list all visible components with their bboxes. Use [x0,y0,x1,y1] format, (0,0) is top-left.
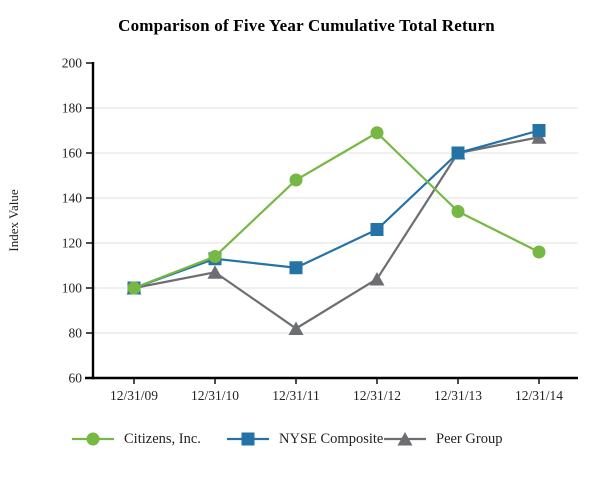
series-peer-group [126,130,547,335]
nyse-composite-marker-icon [370,223,384,236]
citizens-inc-marker-icon [532,245,546,259]
y-tick-label: 120 [62,236,83,251]
citizens-inc-marker-icon [370,126,384,140]
legend-item-peer-group: Peer Group [383,429,502,449]
y-axis-title: Index Value [6,189,21,251]
series-citizens-inc-line [133,131,540,290]
y-tick-label: 140 [62,191,83,206]
legend-label: Peer Group [436,430,503,447]
x-tick-label: 12/31/11 [272,388,320,403]
legend-marker-shape [241,432,255,446]
citizens-inc-marker-icon [289,173,303,187]
y-tick-label: 200 [62,56,83,71]
x-tick-label: 12/31/14 [515,388,563,403]
x-tick-label: 12/31/12 [353,388,401,403]
legend-marker-shape [86,432,100,446]
peer-group-marker-icon [369,272,385,286]
legend-label: NYSE Composite [279,430,384,447]
citizens-inc-marker-icon [127,281,141,295]
citizens-inc-marker-icon [451,205,465,218]
citizens-inc-marker-icon [208,250,222,263]
peer-group-marker-icon [207,265,223,279]
x-tick-label: 12/31/10 [191,388,239,403]
series-nyse-composite [127,124,546,295]
x-tick-label: 12/31/13 [434,388,482,403]
series-peer-group-line [133,136,540,330]
legend-item-citizens-inc: Citizens, Inc. [71,429,201,449]
peer-group-legend-marker-icon [384,432,426,446]
y-tick-label: 100 [62,281,83,296]
nyse-composite-legend-marker-icon [227,432,269,446]
nyse-composite-marker-icon [289,261,303,275]
y-tick-label: 80 [69,326,83,341]
legend-marker-shape [397,432,413,446]
chart-title: Comparison of Five Year Cumulative Total… [118,16,495,35]
y-tick-label: 160 [62,146,83,161]
peer-group-marker-icon [288,321,304,335]
x-tick-label: 12/31/09 [110,388,158,403]
legend-item-nyse-composite: NYSE Composite [226,429,383,449]
y-tick-label: 180 [62,101,83,116]
nyse-composite-marker-icon [532,124,546,137]
legend-label: Citizens, Inc. [124,430,201,447]
citizens-inc-legend-marker-icon [72,432,114,446]
series-nyse-composite-line [133,129,540,290]
nyse-composite-marker-icon [451,146,465,160]
legend: Citizens, Inc. NYSE Composite Peer Group [0,429,613,457]
series-citizens-inc [127,126,546,295]
y-tick-label: 60 [69,371,83,386]
